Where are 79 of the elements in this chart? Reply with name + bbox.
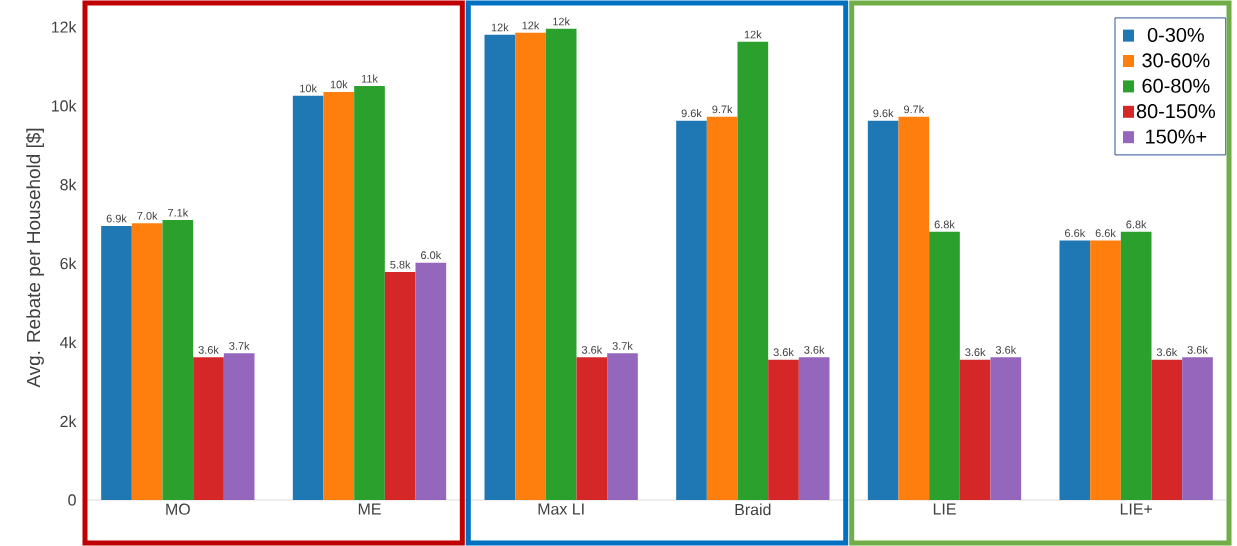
- bar: [1090, 240, 1121, 500]
- bar: [415, 262, 447, 500]
- bar: [737, 41, 769, 500]
- legend-label: 0-30%: [1147, 27, 1204, 43]
- y-tick-label: 8k: [60, 178, 77, 191]
- y-tick-label: 0: [68, 494, 76, 506]
- bar: [484, 34, 516, 500]
- data-label: 3.6k: [773, 348, 794, 357]
- data-label: 6.0k: [421, 251, 442, 260]
- x-tick-label: Braid: [735, 503, 771, 516]
- data-label: 12k: [522, 21, 540, 30]
- legend-label: 150%+: [1146, 129, 1207, 144]
- data-label: 3.6k: [1187, 345, 1208, 354]
- data-label: 3.6k: [1156, 348, 1178, 357]
- data-label: 9.6k: [681, 109, 702, 118]
- bar: [867, 120, 899, 500]
- y-tick-label: 6k: [60, 257, 77, 270]
- bar: [929, 231, 960, 500]
- data-label: 6.9k: [106, 214, 127, 223]
- data-label: 5.8k: [390, 260, 411, 269]
- bar: [706, 116, 738, 500]
- x-tick-label: ME: [358, 503, 381, 515]
- data-label: 12k: [744, 30, 762, 39]
- data-label: 7.0k: [137, 211, 158, 220]
- bar: [959, 359, 991, 500]
- bar: [292, 95, 324, 500]
- data-label: 9.7k: [712, 105, 733, 114]
- data-label: 3.6k: [198, 345, 219, 354]
- data-label: 11k: [361, 74, 378, 83]
- data-label: 12k: [553, 17, 571, 26]
- data-label: 7.1k: [168, 208, 189, 217]
- data-label: 6.6k: [1065, 228, 1086, 238]
- data-label: 3.7k: [612, 341, 633, 350]
- bar: [990, 357, 1022, 500]
- x-tick-label: LIE+: [1120, 503, 1152, 515]
- bar: [515, 32, 546, 500]
- data-label: 6.6k: [1095, 228, 1116, 238]
- data-label: 3.6k: [804, 345, 825, 354]
- data-label: 10k: [330, 80, 348, 89]
- bar: [1151, 359, 1183, 500]
- bar: [1059, 240, 1091, 500]
- legend-label: 60-80%: [1142, 78, 1210, 93]
- bar: [131, 223, 163, 500]
- bar: [354, 85, 385, 500]
- bar: [898, 116, 930, 500]
- bar: [162, 220, 194, 500]
- data-label: 9.7k: [903, 105, 925, 114]
- data-label: 6.8k: [934, 220, 955, 229]
- bar: [545, 28, 577, 500]
- data-label: 3.6k: [965, 348, 986, 357]
- bar: [607, 353, 638, 500]
- bar: [768, 359, 799, 500]
- bar: [323, 91, 355, 500]
- bar: [576, 357, 608, 500]
- bar: [193, 357, 224, 500]
- data-label: 12k: [491, 23, 509, 32]
- legend-label: 80-150%: [1136, 104, 1216, 119]
- legend-label: 30-60%: [1142, 53, 1210, 68]
- x-tick-label: MO: [166, 503, 190, 515]
- y-tick-label: 10k: [52, 99, 77, 112]
- data-label: 3.7k: [229, 341, 250, 350]
- data-label: 9.6k: [873, 109, 894, 118]
- x-tick-label: Max LI: [538, 503, 584, 515]
- bar: [1120, 231, 1152, 500]
- bar: [384, 272, 416, 500]
- y-tick-label: 2k: [60, 415, 77, 427]
- data-label: 6.8k: [1126, 220, 1147, 229]
- y-tick-label: 4k: [60, 336, 77, 349]
- y-tick-label: 12k: [52, 21, 77, 33]
- bar: [798, 357, 830, 500]
- data-label: 10k: [300, 84, 318, 93]
- bar: [101, 225, 132, 500]
- y-axis-title: Avg. Rebate per Household [$]: [26, 128, 44, 388]
- x-tick-label: LIE: [933, 503, 956, 515]
- data-label: 3.6k: [581, 345, 603, 354]
- bar: [676, 120, 707, 500]
- bar: [223, 353, 255, 500]
- bar: [1182, 357, 1213, 500]
- data-label: 3.6k: [995, 345, 1017, 354]
